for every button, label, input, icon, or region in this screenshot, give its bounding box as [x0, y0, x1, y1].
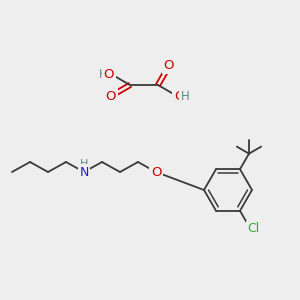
- Text: H: H: [99, 68, 107, 80]
- Text: O: O: [151, 166, 161, 178]
- Text: O: O: [106, 89, 116, 103]
- Text: O: O: [174, 89, 184, 103]
- Text: O: O: [104, 68, 114, 80]
- Text: H: H: [80, 159, 88, 169]
- Text: O: O: [164, 59, 174, 72]
- Text: H: H: [181, 89, 189, 103]
- Text: N: N: [79, 166, 89, 178]
- Text: Cl: Cl: [247, 222, 259, 235]
